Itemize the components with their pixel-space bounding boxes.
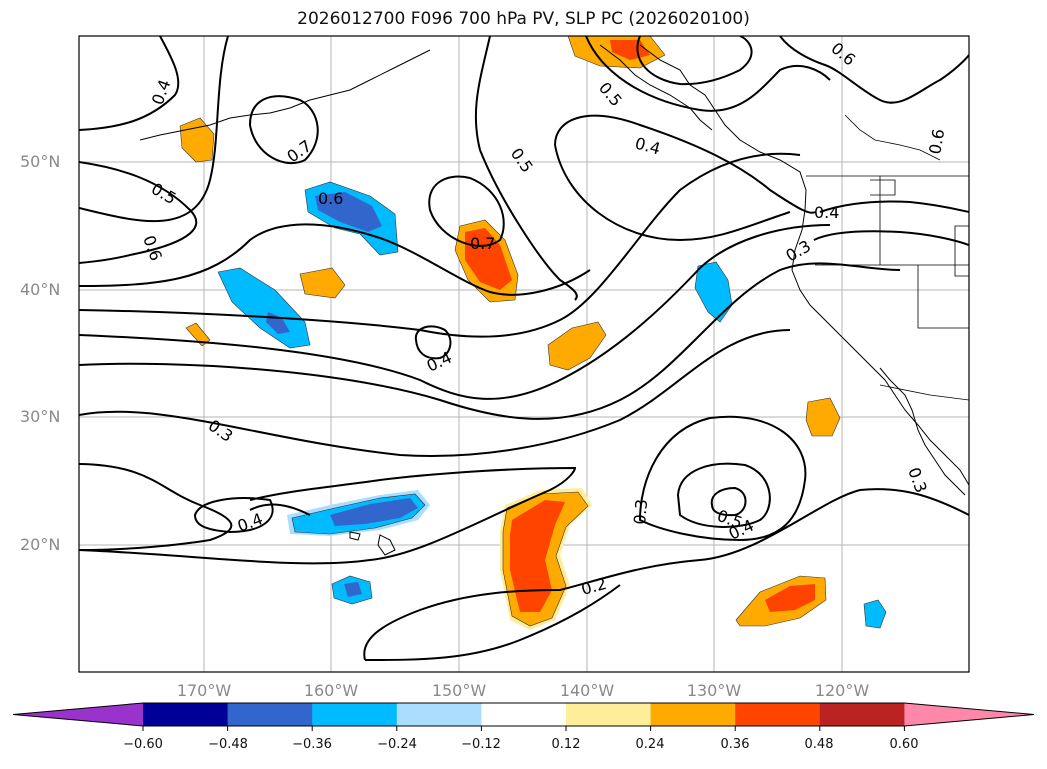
colorbar-right-extend (904, 703, 1034, 726)
lat-label: 40°N (20, 280, 61, 299)
colorbar-label: 0.48 (804, 737, 834, 752)
contour-label: 0.6 (925, 127, 948, 155)
contour-label: 0.4 (814, 203, 839, 222)
colorbar-left-extend (13, 703, 143, 726)
lon-label: 120°W (814, 681, 870, 700)
colorbar-segment (650, 703, 736, 726)
map-title: 2026012700 F096 700 hPa PV, SLP PC (2026… (297, 9, 750, 29)
colorbar-segment (735, 703, 821, 726)
map-frame (78, 35, 970, 673)
colorbar-label: −0.48 (208, 737, 248, 752)
contour-label: 0.3 (630, 498, 651, 525)
colorbar-segment (227, 703, 313, 726)
colorbar-segment (143, 703, 229, 726)
colorbar-label: −0.36 (292, 737, 332, 752)
colorbar-label: −0.24 (377, 737, 417, 752)
pv-shading (179, 36, 887, 630)
colorbar-segment (566, 703, 652, 726)
contour-label: 0.7 (470, 234, 495, 253)
lat-label: 30°N (20, 407, 61, 426)
colorbar-label: 0.12 (551, 737, 581, 752)
colorbar-segment (396, 703, 482, 726)
colorbar-label: −0.60 (123, 737, 163, 752)
colorbar-segment (819, 703, 905, 726)
borders (806, 114, 969, 401)
lon-label: 140°W (559, 681, 615, 700)
lon-label: 130°W (686, 681, 742, 700)
contour-label: 0.6 (318, 189, 343, 208)
colorbar-segment (312, 703, 398, 726)
slp-contours (79, 36, 969, 661)
lon-label: 150°W (431, 681, 487, 700)
colorbar-label: 0.24 (635, 737, 665, 752)
colorbar-label: −0.12 (461, 737, 501, 752)
colorbar-label: 0.60 (889, 737, 919, 752)
lat-label: 20°N (20, 535, 61, 554)
lon-label: 160°W (303, 681, 359, 700)
colorbar (12, 702, 1035, 731)
colorbar-label: 0.36 (720, 737, 750, 752)
lat-label: 50°N (20, 152, 61, 171)
coastlines (139, 44, 969, 556)
colorbar-segment (481, 703, 567, 726)
lon-label: 170°W (176, 681, 232, 700)
